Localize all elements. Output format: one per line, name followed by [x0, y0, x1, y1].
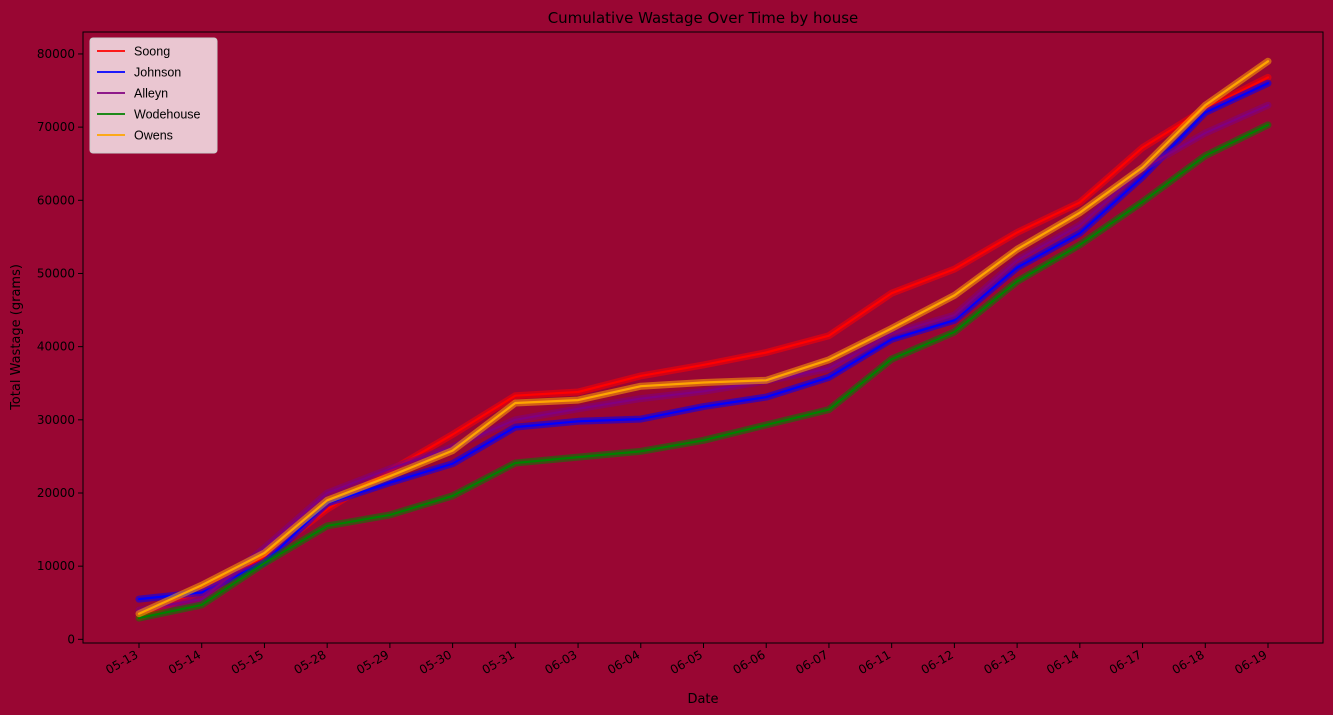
- series-soong: [135, 73, 1272, 621]
- series-line: [137, 60, 1270, 615]
- series-line: [137, 104, 1270, 612]
- legend-label: Johnson: [134, 66, 181, 80]
- y-tick-label: 60000: [37, 193, 75, 207]
- legend-label: Alleyn: [134, 87, 168, 101]
- series-alleyn: [135, 101, 1272, 614]
- y-axis-title: Total Wastage (grams): [9, 264, 24, 411]
- legend-box: [89, 37, 218, 154]
- series-line: [137, 123, 1270, 620]
- x-axis-title: Date: [687, 692, 718, 707]
- y-tick-label: 80000: [37, 47, 75, 61]
- plot-area: [135, 57, 1272, 622]
- plot-frame: [82, 31, 1324, 644]
- y-axis: 0 10000 20000 30000 40000 50000 60000 70000 8000…: [37, 47, 83, 646]
- y-tick-label: 0: [67, 632, 75, 646]
- y-tick-label: 70000: [37, 120, 75, 134]
- y-tick-label: 20000: [37, 486, 75, 500]
- series-wodehouse: [135, 121, 1272, 622]
- legend-label: Wodehouse: [134, 108, 201, 122]
- chart-title: Cumulative Wastage Over Time by house: [548, 9, 859, 27]
- y-tick-label: 10000: [37, 559, 75, 573]
- legend-label: Soong: [134, 45, 170, 59]
- series-line: [137, 76, 1270, 619]
- legend-label: Owens: [134, 129, 173, 143]
- y-tick-label: 40000: [37, 340, 75, 354]
- legend: Soong Johnson Alleyn Wodehouse Owens: [89, 37, 218, 154]
- y-tick-label: 50000: [37, 266, 75, 280]
- y-tick-label: 30000: [37, 413, 75, 427]
- series-owens: [135, 57, 1272, 618]
